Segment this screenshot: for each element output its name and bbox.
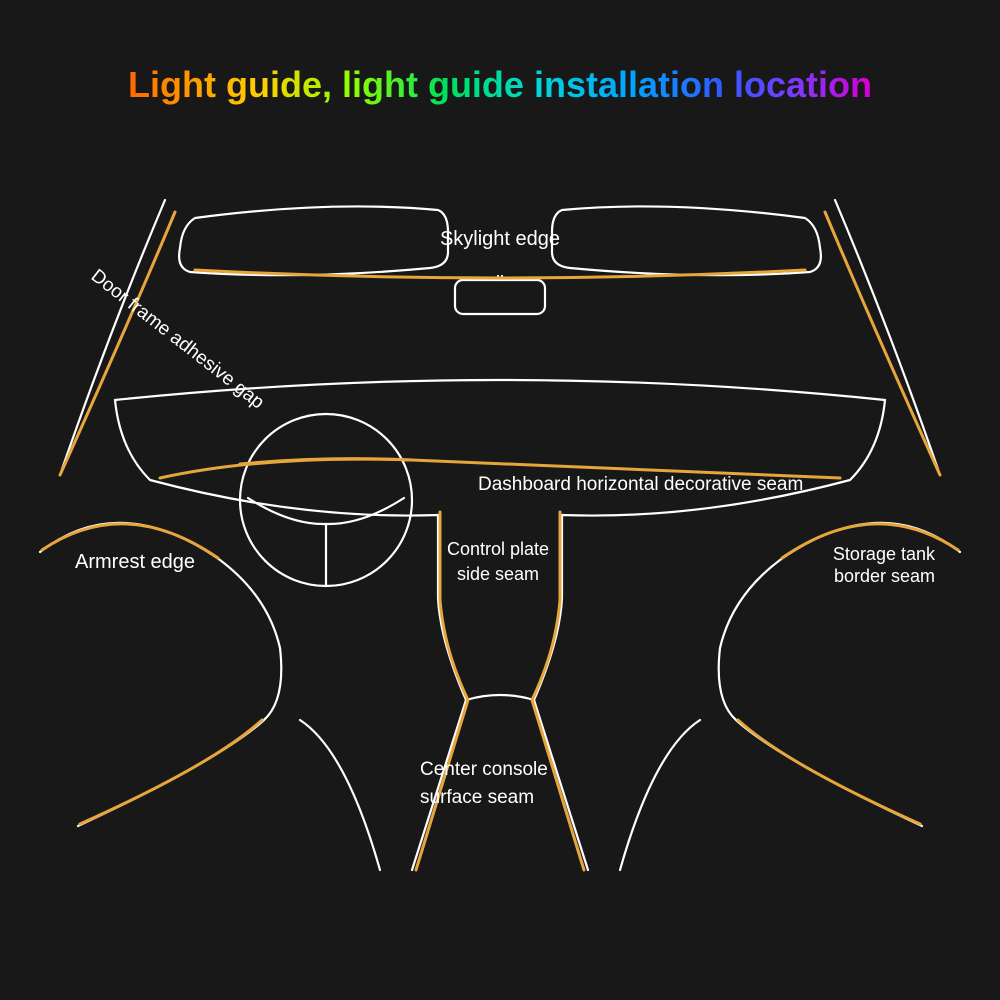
label-control-line2: side seam (457, 564, 539, 584)
label-storage-line2: border seam (834, 566, 935, 586)
label-control-line1: Control plate (447, 539, 549, 559)
seam-console-right (532, 700, 584, 870)
interior-diagram: Skylight edge Door frame adhesive gap Ar… (0, 0, 1000, 1000)
seam-console-left (416, 700, 468, 870)
label-doorframe: Door frame adhesive gap (87, 265, 268, 413)
label-console-line2: surface seam (420, 787, 534, 808)
seam-doorframe-left (60, 212, 175, 475)
seam-storage-right (738, 720, 920, 824)
label-storage-line1: Storage tank (833, 544, 936, 564)
seam-skylight (195, 270, 805, 278)
label-skylight: Skylight edge (440, 228, 560, 250)
label-armrest: Armrest edge (75, 551, 195, 573)
label-console-line1: Center console (420, 759, 548, 780)
label-dashboard: Dashboard horizontal decorative seam (478, 474, 803, 495)
seam-doorframe-right (825, 212, 940, 475)
